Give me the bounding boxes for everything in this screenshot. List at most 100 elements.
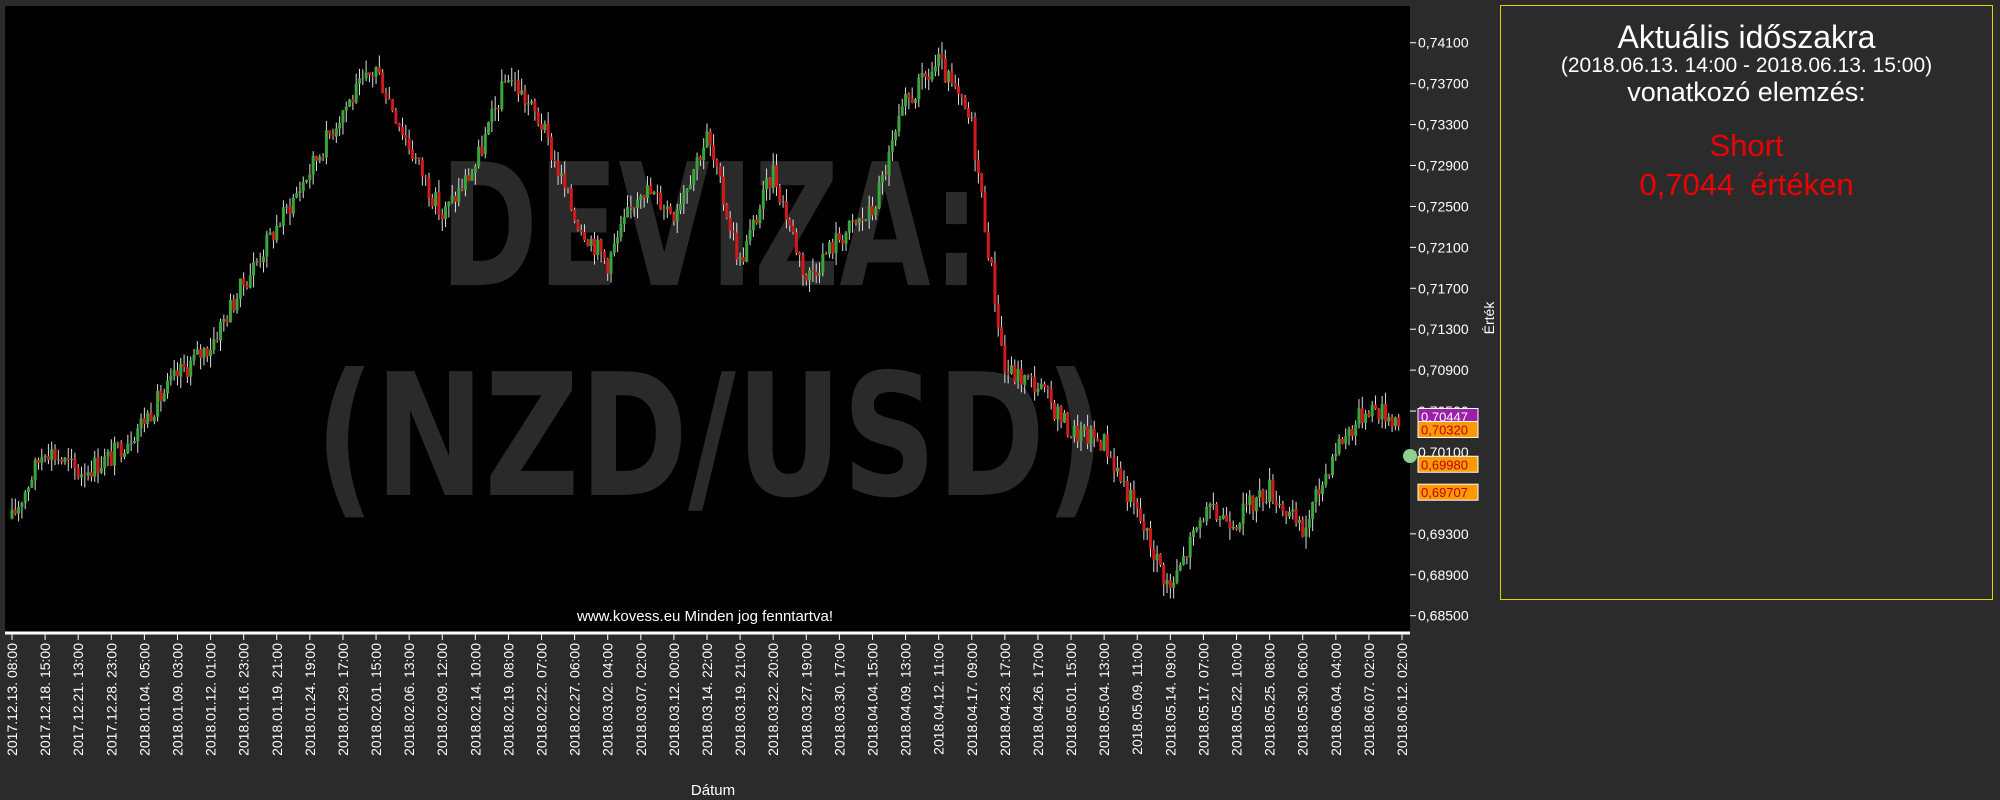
- ohlc-body-13: [53, 449, 57, 460]
- x-tick-label: 2018.06.12. 02:00: [1394, 643, 1410, 756]
- ohlc-body-385: [1284, 510, 1288, 517]
- ohlc-body-119: [404, 135, 408, 139]
- ohlc-body-142: [480, 146, 484, 155]
- ohlc-body-113: [384, 93, 388, 98]
- x-tick-label: 2017.12.21. 13:00: [70, 643, 86, 756]
- ohlc-body-369: [1231, 526, 1235, 529]
- x-tick-label: 2018.05.22. 10:00: [1229, 643, 1245, 756]
- ohlc-body-394: [1314, 489, 1318, 502]
- ohlc-body-86: [295, 192, 299, 198]
- ohlc-body-18: [70, 458, 74, 460]
- ohlc-body-15: [60, 459, 64, 463]
- ohlc-body-335: [1119, 467, 1123, 482]
- ohlc-body-206: [692, 169, 696, 185]
- ohlc-body-382: [1274, 501, 1278, 506]
- ohlc-body-343: [1145, 528, 1149, 531]
- ohlc-body-65: [225, 318, 229, 323]
- y-tick-label: 0,74100: [1418, 35, 1469, 51]
- ohlc-body-71: [245, 285, 249, 288]
- ohlc-body-90: [308, 174, 312, 180]
- ohlc-body-332: [1109, 456, 1113, 458]
- ohlc-body-61: [212, 339, 216, 350]
- ohlc-body-259: [867, 205, 871, 220]
- ohlc-body-63: [219, 321, 222, 341]
- ohlc-body-37: [132, 441, 136, 444]
- ohlc-body-246: [824, 253, 828, 255]
- ohlc-body-123: [417, 157, 421, 160]
- ohlc-body-291: [973, 116, 977, 160]
- ohlc-body-254: [851, 220, 855, 222]
- x-tick-label: 2018.03.22. 20:00: [765, 643, 781, 756]
- ohlc-body-320: [1069, 435, 1073, 437]
- ohlc-body-120: [407, 138, 411, 150]
- ohlc-body-62: [215, 339, 219, 341]
- ohlc-body-82: [281, 207, 285, 226]
- ohlc-body-312: [1043, 383, 1047, 387]
- ohlc-body-84: [288, 206, 292, 214]
- ohlc-body-178: [599, 239, 603, 252]
- ohlc-body-350: [1168, 580, 1172, 588]
- ohlc-body-212: [712, 145, 716, 161]
- ohlc-body-210: [705, 131, 709, 148]
- ohlc-body-22: [83, 474, 87, 476]
- ohlc-body-388: [1294, 509, 1298, 523]
- x-tick-label: 2018.06.04. 04:00: [1328, 643, 1344, 756]
- ohlc-body-185: [622, 217, 626, 224]
- x-tick-label: 2018.05.14. 09:00: [1162, 643, 1178, 756]
- ohlc-body-331: [1105, 434, 1109, 457]
- ohlc-body-125: [424, 176, 428, 178]
- ohlc-body-258: [864, 219, 868, 221]
- ohlc-body-251: [841, 240, 845, 244]
- ohlc-body-401: [1337, 438, 1341, 454]
- ohlc-body-173: [583, 232, 587, 241]
- ohlc-body-300: [1003, 345, 1007, 372]
- x-tick-label: 2018.03.30. 17:00: [831, 643, 847, 756]
- ohlc-body-199: [669, 206, 673, 214]
- ohlc-body-243: [814, 271, 818, 276]
- x-tick-label: 2018.04.12. 11:00: [931, 643, 947, 755]
- ohlc-body-219: [735, 232, 739, 260]
- ohlc-body-41: [146, 412, 150, 425]
- ohlc-body-25: [93, 457, 97, 477]
- ohlc-body-5: [27, 487, 31, 493]
- ohlc-body-255: [854, 220, 858, 224]
- ohlc-body-215: [722, 176, 726, 205]
- ohlc-body-14: [56, 459, 60, 461]
- ohlc-body-324: [1082, 426, 1086, 430]
- ohlc-body-262: [877, 182, 881, 209]
- ohlc-body-155: [523, 90, 527, 105]
- ohlc-body-7: [33, 459, 37, 480]
- ohlc-body-209: [702, 147, 706, 161]
- ohlc-body-107: [364, 72, 368, 78]
- ohlc-body-216: [725, 204, 729, 219]
- x-axis-label: Dátum: [691, 782, 735, 799]
- ohlc-body-341: [1139, 508, 1143, 522]
- ohlc-body-275: [920, 73, 924, 78]
- ohlc-body-415: [1383, 404, 1387, 422]
- ohlc-body-6: [30, 479, 34, 488]
- price-tag-label: 0,70320: [1421, 422, 1468, 437]
- ohlc-body-222: [745, 240, 749, 262]
- ohlc-body-339: [1132, 489, 1136, 503]
- ohlc-body-126: [427, 177, 431, 199]
- ohlc-body-228: [765, 178, 769, 190]
- ohlc-body-393: [1311, 501, 1315, 520]
- ohlc-body-149: [503, 81, 507, 83]
- ohlc-body-238: [798, 252, 802, 256]
- ohlc-body-302: [1009, 365, 1013, 374]
- ohlc-body-264: [884, 174, 888, 176]
- ohlc-body-89: [305, 179, 309, 183]
- ohlc-body-130: [440, 214, 444, 220]
- ohlc-body-134: [453, 195, 457, 202]
- ohlc-body-402: [1340, 438, 1344, 444]
- ohlc-body-384: [1281, 503, 1285, 511]
- ohlc-body-55: [192, 354, 196, 361]
- price-tag-label: 0,69980: [1421, 457, 1468, 472]
- ohlc-body-379: [1264, 501, 1268, 503]
- ohlc-body-214: [718, 166, 722, 177]
- ohlc-body-292: [976, 159, 980, 173]
- ohlc-body-115: [391, 99, 395, 112]
- ohlc-body-340: [1135, 502, 1139, 509]
- y-tick-label: 0,68500: [1418, 608, 1469, 624]
- panel-subtitle: vonatkozó elemzés:: [1627, 77, 1866, 107]
